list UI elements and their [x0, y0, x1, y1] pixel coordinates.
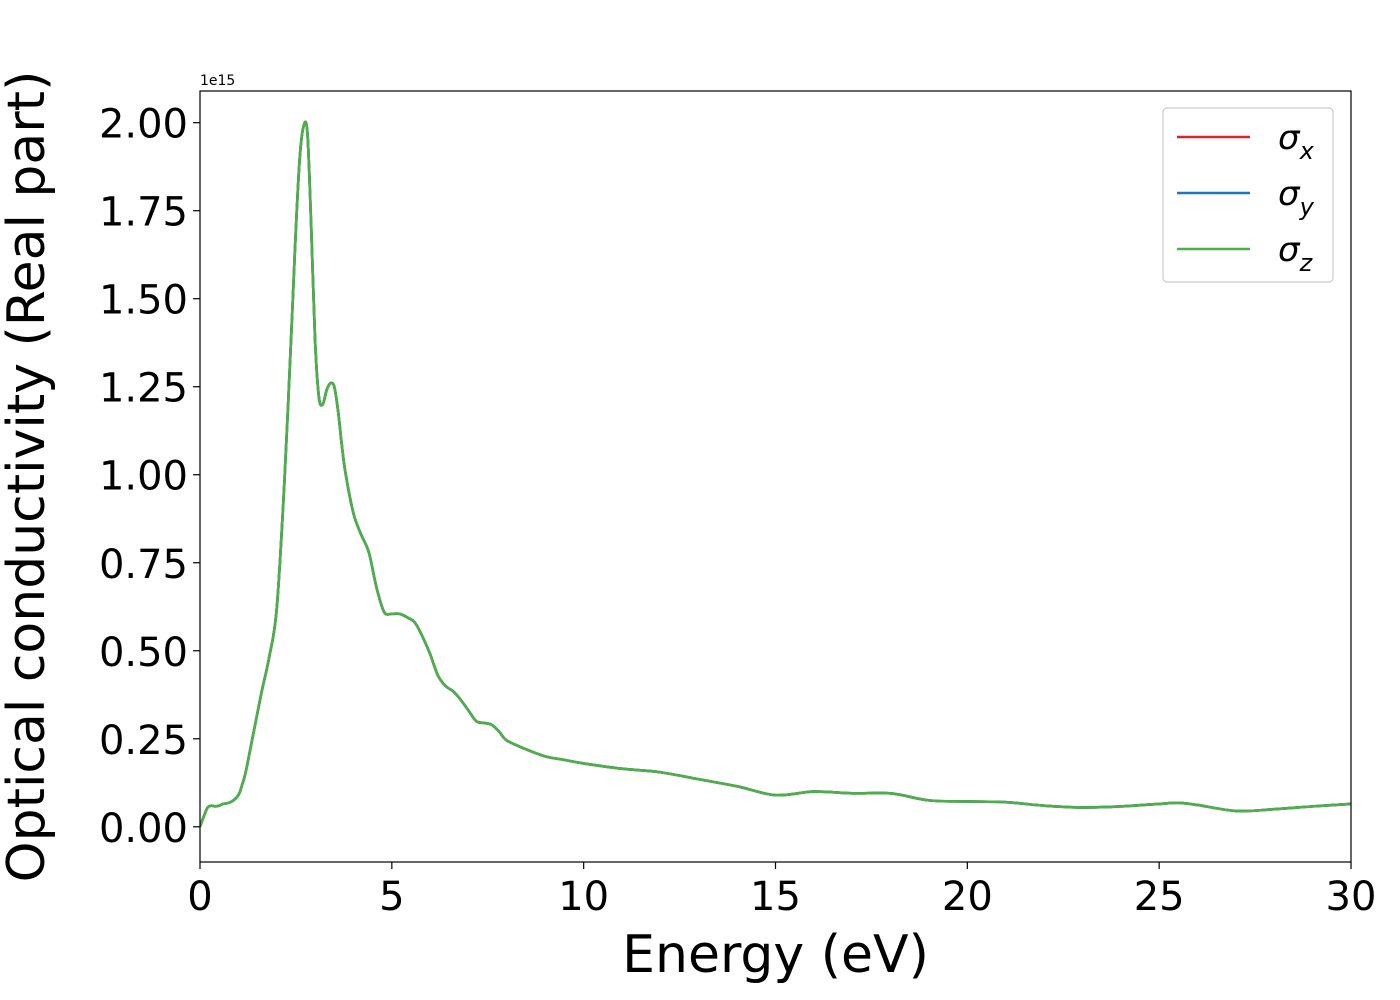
y-tick-label: 0.00 — [99, 806, 188, 852]
y-tick-label: 2.00 — [99, 102, 188, 148]
y-offset-label: 1e15 — [200, 73, 235, 89]
y-tick-label: 1.75 — [99, 190, 188, 236]
x-axis: 0 5 10 15 20 25 30 — [187, 862, 1376, 920]
y-tick-label: 1.50 — [99, 278, 188, 324]
y-tick-label: 1.00 — [99, 454, 188, 500]
legend-label-y: σy — [1278, 174, 1315, 221]
x-axis-title: Energy (eV) — [622, 925, 929, 985]
legend-box — [1162, 107, 1334, 283]
y-tick-label: 0.50 — [99, 630, 188, 676]
legend-label-z: σz — [1278, 230, 1314, 277]
legend-label-x: σx — [1278, 118, 1315, 165]
series-layer — [200, 120, 1351, 828]
x-tick-label: 0 — [187, 874, 212, 920]
x-tick-label: 10 — [558, 874, 609, 920]
x-tick-label: 15 — [750, 874, 801, 920]
y-axis: 0.00 0.25 0.50 0.75 1.00 1.25 1.50 1.75 2.00 — [99, 102, 200, 852]
x-tick-label: 20 — [942, 874, 993, 920]
x-tick-label: 25 — [1134, 874, 1185, 920]
y-tick-label: 0.25 — [99, 718, 188, 764]
x-tick-label: 30 — [1326, 874, 1377, 920]
series-line-z — [200, 120, 1351, 828]
x-tick-label: 5 — [379, 874, 404, 920]
y-tick-label: 0.75 — [99, 542, 188, 588]
y-tick-label: 1.25 — [99, 366, 188, 412]
legend: σx σy σz — [1162, 107, 1334, 283]
y-axis-title: Optical conductivity (Real part) — [0, 71, 57, 883]
